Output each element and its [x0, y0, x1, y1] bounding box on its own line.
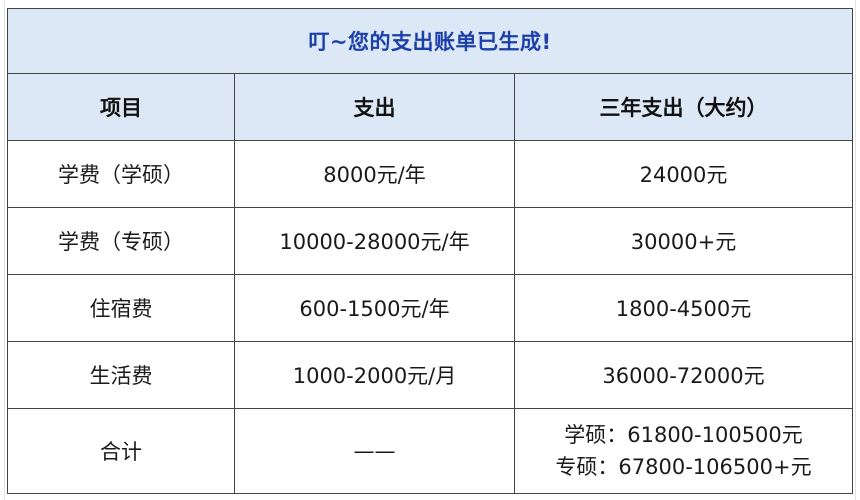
table-row: 学费（专硕） 10000-28000元/年 30000+元 — [7, 207, 854, 275]
gridline — [4, 0, 5, 500]
table-row: 住宿费 600-1500元/年 1800-4500元 — [7, 274, 854, 342]
cell-three-year[interactable]: 24000元 — [513, 140, 854, 208]
cell-three-year[interactable]: 30000+元 — [513, 207, 854, 275]
cell-item[interactable]: 生活费 — [7, 341, 235, 409]
table-row: 生活费 1000-2000元/月 36000-72000元 — [7, 341, 854, 409]
cell-expense[interactable]: 600-1500元/年 — [234, 274, 515, 342]
header-row: 项目 支出 三年支出（大约） — [7, 73, 854, 141]
total-three-year[interactable]: 学硕：61800-100500元 专硕：67800-106500+元 — [513, 408, 854, 494]
header-three-year[interactable]: 三年支出（大约） — [513, 73, 854, 141]
cell-item[interactable]: 住宿费 — [7, 274, 235, 342]
expense-bill-table: 叮~您的支出账单已生成! 项目 支出 三年支出（大约） 学费（学硕） 8000元… — [6, 8, 854, 494]
cell-three-year[interactable]: 1800-4500元 — [513, 274, 854, 342]
cell-expense[interactable]: 1000-2000元/月 — [234, 341, 515, 409]
total-item[interactable]: 合计 — [7, 408, 235, 494]
cell-expense[interactable]: 10000-28000元/年 — [234, 207, 515, 275]
cell-item[interactable]: 学费（专硕） — [7, 207, 235, 275]
cell-three-year[interactable]: 36000-72000元 — [513, 341, 854, 409]
title-row: 叮~您的支出账单已生成! — [6, 8, 854, 74]
cell-expense[interactable]: 8000元/年 — [234, 140, 515, 208]
table-title[interactable]: 叮~您的支出账单已生成! — [6, 8, 854, 74]
cell-item[interactable]: 学费（学硕） — [7, 140, 235, 208]
total-row: 合计 —— 学硕：61800-100500元 专硕：67800-106500+元 — [7, 408, 854, 494]
header-expense[interactable]: 支出 — [234, 73, 515, 141]
total-expense[interactable]: —— — [234, 408, 515, 494]
table-row: 学费（学硕） 8000元/年 24000元 — [7, 140, 854, 208]
total-master-professional: 专硕：67800-106500+元 — [555, 455, 812, 479]
gridline — [855, 0, 856, 500]
header-item[interactable]: 项目 — [7, 73, 235, 141]
total-master-academic: 学硕：61800-100500元 — [564, 423, 803, 447]
